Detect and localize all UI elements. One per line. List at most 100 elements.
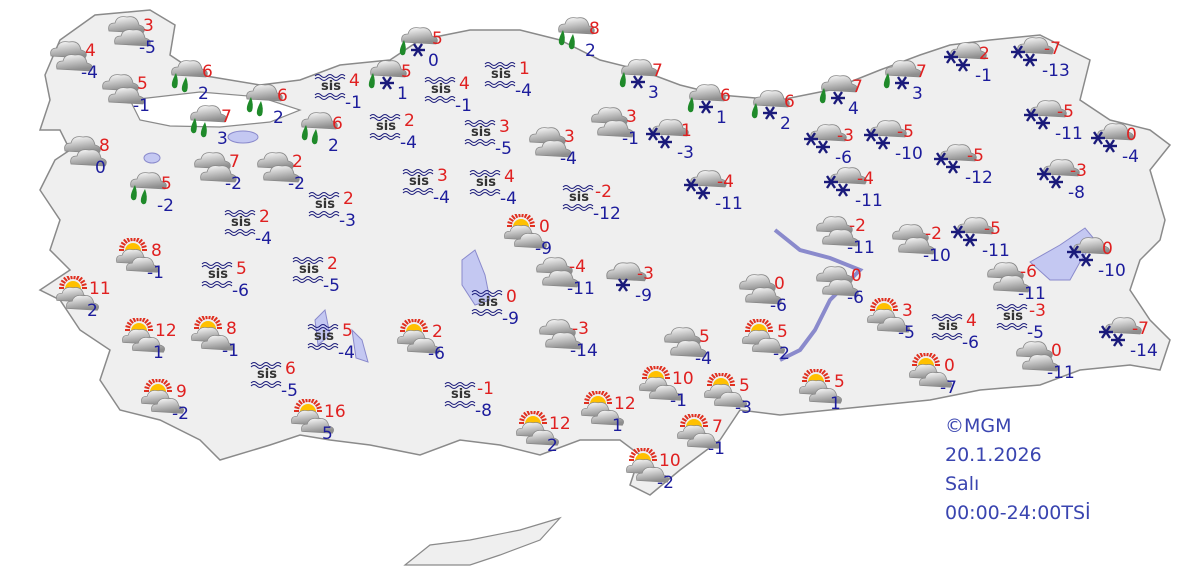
station: 4 -4 bbox=[45, 38, 125, 94]
max-temperature: 3 bbox=[564, 127, 575, 147]
fog-icon bbox=[469, 170, 501, 196]
min-temperature: -8 bbox=[1068, 183, 1085, 203]
rain-icon bbox=[246, 84, 283, 117]
station: sis 6 -5 bbox=[245, 356, 325, 412]
cloudy-icon bbox=[987, 262, 1030, 293]
min-temperature: -4 bbox=[400, 133, 417, 153]
max-temperature: 4 bbox=[85, 41, 96, 61]
cloudy-icon bbox=[739, 274, 782, 305]
fog-label: sis bbox=[231, 215, 251, 230]
cloudy-icon bbox=[539, 319, 582, 350]
max-temperature: 7 bbox=[916, 62, 927, 82]
cyprus bbox=[403, 516, 562, 566]
cloudy-icon bbox=[816, 216, 859, 247]
max-temperature: 5 bbox=[342, 321, 353, 341]
fog-icon bbox=[464, 120, 496, 146]
fog-label: sis bbox=[315, 197, 335, 212]
forecast-day: Salı bbox=[945, 473, 980, 495]
min-temperature: -1 bbox=[670, 391, 687, 411]
forecast-period: 00:00-24:00TSİ bbox=[945, 502, 1091, 524]
max-temperature: -2 bbox=[595, 182, 612, 202]
min-temperature: -9 bbox=[502, 309, 519, 329]
max-temperature: 3 bbox=[902, 301, 913, 321]
max-temperature: 2 bbox=[292, 152, 303, 172]
min-temperature: 1 bbox=[716, 108, 727, 128]
rain-icon bbox=[301, 112, 338, 145]
fog-icon bbox=[424, 77, 456, 103]
partly-sunny-icon bbox=[909, 353, 952, 388]
max-temperature: 5 bbox=[161, 174, 172, 194]
min-temperature: -5 bbox=[281, 381, 298, 401]
min-temperature: -4 bbox=[695, 349, 712, 369]
partly-sunny-icon bbox=[742, 319, 785, 354]
max-temperature: 0 bbox=[539, 217, 550, 237]
cloudy-icon bbox=[529, 127, 572, 158]
min-temperature: 1 bbox=[830, 394, 841, 414]
min-temperature: 0 bbox=[428, 51, 439, 71]
station: 10 -1 bbox=[634, 366, 714, 422]
station: sis 1 -4 bbox=[479, 56, 559, 112]
min-temperature: -2 bbox=[288, 174, 305, 194]
partly-sunny-icon bbox=[626, 448, 669, 483]
max-temperature: 1 bbox=[681, 121, 692, 141]
max-temperature: 1 bbox=[519, 59, 530, 79]
max-temperature: 4 bbox=[459, 74, 470, 94]
min-temperature: -11 bbox=[715, 194, 743, 214]
max-temperature: 0 bbox=[1126, 125, 1137, 145]
min-temperature: -3 bbox=[735, 398, 752, 418]
snow-icon bbox=[646, 119, 689, 149]
station: 12 2 bbox=[511, 411, 591, 467]
cloudy-icon bbox=[194, 152, 237, 183]
station: 8 -1 bbox=[186, 316, 266, 372]
max-temperature: 0 bbox=[944, 356, 955, 376]
min-temperature: -10 bbox=[895, 144, 923, 164]
sleet-icon bbox=[751, 90, 790, 120]
station: -3 -8 bbox=[1032, 158, 1112, 214]
cloudy-icon bbox=[64, 136, 107, 167]
max-temperature: -7 bbox=[1044, 39, 1061, 59]
max-temperature: 7 bbox=[229, 152, 240, 172]
station: 7 -2 bbox=[189, 149, 269, 205]
station: 0 -11 bbox=[1011, 338, 1091, 394]
max-temperature: 0 bbox=[1102, 239, 1113, 259]
max-temperature: 5 bbox=[401, 62, 412, 82]
min-temperature: -5 bbox=[323, 276, 340, 296]
max-temperature: 8 bbox=[226, 319, 237, 339]
station: -7 -14 bbox=[1094, 316, 1174, 372]
sleet-icon bbox=[619, 59, 658, 89]
cloudy-icon bbox=[816, 266, 859, 297]
max-temperature: 8 bbox=[99, 136, 110, 156]
max-temperature: -5 bbox=[897, 122, 914, 142]
fog-icon bbox=[201, 262, 233, 288]
station: 12 1 bbox=[576, 391, 656, 447]
fog-icon bbox=[307, 324, 339, 350]
max-temperature: 7 bbox=[652, 61, 663, 81]
station: -3 -14 bbox=[534, 316, 614, 372]
station: -3 -9 bbox=[599, 261, 679, 317]
min-temperature: -6 bbox=[847, 288, 864, 308]
station: sis 4 -4 bbox=[464, 164, 544, 220]
rain-icon bbox=[171, 60, 208, 93]
max-temperature: 7 bbox=[712, 417, 723, 437]
min-temperature: -8 bbox=[475, 401, 492, 421]
max-temperature: 4 bbox=[504, 167, 515, 187]
min-temperature: -4 bbox=[338, 343, 355, 363]
max-temperature: -4 bbox=[569, 257, 586, 277]
max-temperature: -4 bbox=[857, 169, 874, 189]
max-temperature: 16 bbox=[324, 402, 346, 422]
fog-icon bbox=[996, 304, 1028, 330]
station: -6 -11 bbox=[982, 259, 1062, 315]
station: 2 -1 bbox=[939, 41, 1019, 97]
min-temperature: -3 bbox=[339, 211, 356, 231]
fog-label: sis bbox=[257, 367, 277, 382]
station: 0 -10 bbox=[1062, 236, 1142, 292]
min-temperature: 2 bbox=[585, 41, 596, 61]
min-temperature: 4 bbox=[848, 99, 859, 119]
min-temperature: -2 bbox=[773, 344, 790, 364]
station: sis 4 -6 bbox=[926, 308, 1006, 364]
